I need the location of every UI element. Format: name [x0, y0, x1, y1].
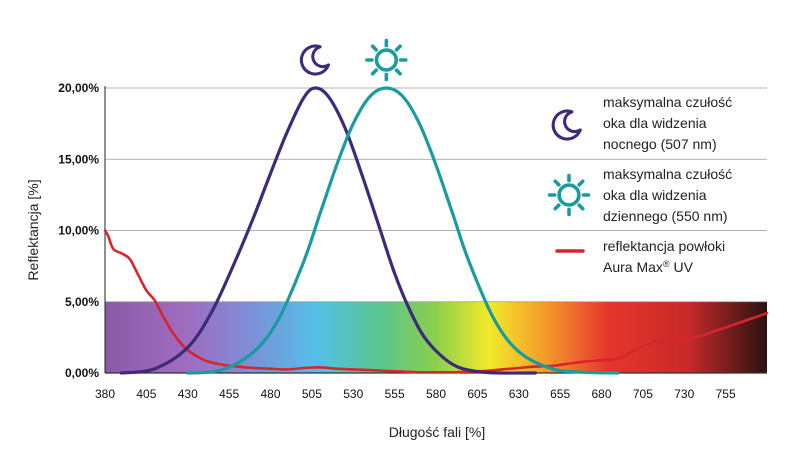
- sun-ray: [553, 203, 561, 211]
- spectrum-band: [105, 301, 767, 373]
- legend-coating-registered-mark: ®: [663, 259, 670, 269]
- x-tick-label: 580: [426, 387, 446, 401]
- y-tick-labels: 0,00% 5,00% 10,00% 15,00% 20,00%: [58, 81, 99, 380]
- legend-day-line-2: oka dla widzenia: [603, 187, 707, 203]
- y-tick-label: 15,00%: [58, 152, 99, 166]
- x-tick-label: 605: [467, 387, 487, 401]
- moon-icon: [551, 109, 582, 141]
- legend-night-line-3: nocnego (507 nm): [603, 136, 717, 152]
- y-tick-label: 10,00%: [58, 224, 99, 238]
- moon-shape: [551, 109, 582, 141]
- sun-ray: [577, 179, 585, 187]
- x-axis-title: Długość fali [%]: [389, 424, 485, 440]
- y-tick-label: 0,00%: [65, 366, 99, 380]
- sun-icon: [547, 173, 591, 217]
- legend-coating-suffix: UV: [670, 259, 694, 275]
- series-line-coating: [103, 229, 769, 374]
- sun-disc: [557, 183, 581, 207]
- y-axis-title: Reflektancja [%]: [25, 179, 41, 280]
- x-tick-label: 630: [509, 387, 529, 401]
- legend-item-day: maksymalna czułość oka dla widzenia dzie…: [547, 166, 732, 224]
- x-tick-label: 680: [591, 387, 611, 401]
- sun-ray: [370, 68, 378, 76]
- x-tick-label: 530: [343, 387, 363, 401]
- moon-shape: [299, 44, 331, 76]
- legend-day-line-3: dziennego (550 nm): [603, 208, 728, 224]
- legend-coating-line-2: Aura Max® UV: [603, 259, 694, 275]
- legend-coating-name: Aura Max: [603, 259, 663, 275]
- y-tick-label: 5,00%: [65, 295, 99, 309]
- legend-coating-line-1: reflektancja powłoki: [603, 238, 725, 254]
- legend-item-night: maksymalna czułość oka dla widzenia nocn…: [551, 94, 732, 152]
- x-tick-label: 480: [260, 387, 280, 401]
- x-tick-label: 405: [136, 387, 156, 401]
- sun-ray: [553, 179, 561, 187]
- sun-disc: [374, 48, 399, 72]
- x-tick-label: 655: [550, 387, 570, 401]
- sun-ray: [370, 44, 378, 52]
- legend-day-line-1: maksymalna czułość: [603, 166, 732, 182]
- legend: maksymalna czułość oka dla widzenia nocn…: [547, 94, 732, 275]
- x-tick-label: 755: [716, 387, 736, 401]
- legend-night-line-1: maksymalna czułość: [603, 94, 732, 110]
- x-tick-label: 730: [674, 387, 694, 401]
- x-tick-label: 430: [178, 387, 198, 401]
- series-line-night: [119, 86, 537, 375]
- x-tick-label: 505: [302, 387, 322, 401]
- moon-icon: [299, 44, 331, 76]
- x-tick-label: 705: [633, 387, 653, 401]
- sun-icon: [365, 38, 408, 82]
- x-tick-label: 555: [385, 387, 405, 401]
- series-line-day: [186, 86, 620, 375]
- sun-ray: [394, 44, 402, 52]
- sun-ray: [577, 203, 585, 211]
- x-tick-label: 455: [219, 387, 239, 401]
- sun-ray: [394, 68, 402, 76]
- x-tick-labels: 380 405 430 455 480 505 530 555 580 605 630 655 680 7…: [95, 387, 736, 401]
- x-tick-label: 380: [95, 387, 115, 401]
- legend-item-coating: reflektancja powłoki Aura Max® UV: [555, 238, 725, 275]
- legend-night-line-2: oka dla widzenia: [603, 115, 707, 131]
- series-layer: [103, 86, 769, 375]
- y-tick-label: 20,00%: [58, 81, 99, 95]
